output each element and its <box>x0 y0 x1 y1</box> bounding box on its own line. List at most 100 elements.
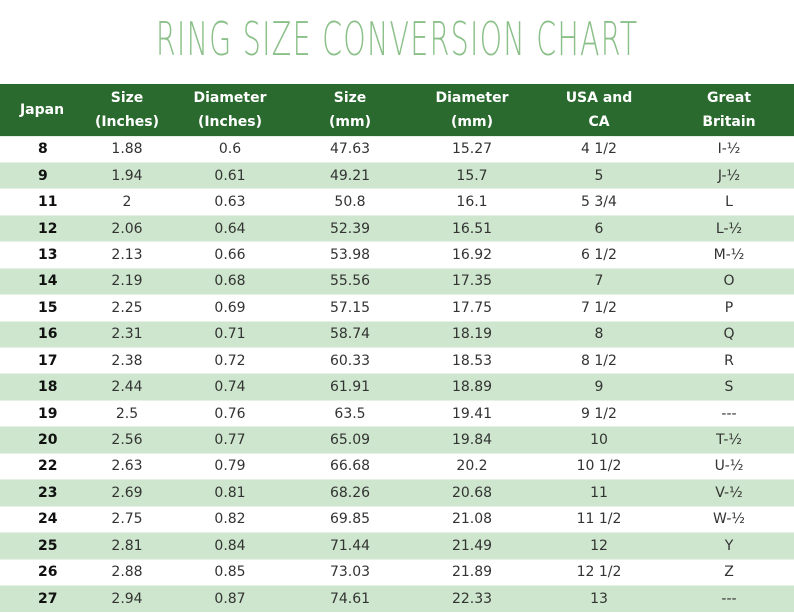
japan-size-cell: 15 <box>0 294 84 322</box>
header-row: Japan Size (Inches) Diameter (Inches) Size (mm… <box>0 84 794 136</box>
table-cell: 7 1/2 <box>534 294 664 322</box>
column-header-line1: Great <box>706 89 752 106</box>
table-cell: 2.81 <box>84 532 170 559</box>
japan-size-cell: 12 <box>0 214 84 242</box>
japan-size-cell: 22 <box>0 452 84 480</box>
column-header-line1: Size <box>110 89 144 106</box>
japan-size-cell: 25 <box>0 532 84 559</box>
table-cell: 73.03 <box>290 558 410 586</box>
table-row: 17 2.38 0.72 60.33 18.53 8 1/2 R <box>0 346 794 374</box>
table-cell: 2.06 <box>84 214 170 242</box>
table-cell: 2 <box>84 188 170 216</box>
table-cell: 47.63 <box>290 135 410 163</box>
column-header-line2: (mm) <box>451 113 493 130</box>
table-cell: 63.5 <box>290 399 410 427</box>
japan-size-cell: 26 <box>0 558 84 586</box>
table-cell: 21.49 <box>410 532 534 559</box>
japan-size-cell: 19 <box>0 399 84 427</box>
table-cell: 0.68 <box>170 267 290 295</box>
table-cell: 2.88 <box>84 558 170 586</box>
column-header-line2: Britain <box>702 113 756 130</box>
japan-size-cell: 11 <box>0 188 84 216</box>
table-row: 18 2.44 0.74 61.91 18.89 9 S <box>0 373 794 401</box>
table-cell: 0.63 <box>170 188 290 216</box>
table-cell: 2.75 <box>84 505 170 533</box>
table-cell: T-½ <box>664 426 794 454</box>
japan-size-cell: 20 <box>0 426 84 454</box>
table-row: 23 2.69 0.81 68.26 20.68 11 V-½ <box>0 479 794 507</box>
table-cell: 2.69 <box>84 479 170 507</box>
table-cell: P <box>664 294 794 322</box>
table-cell: 52.39 <box>290 214 410 242</box>
table-cell: 0.72 <box>170 346 290 374</box>
table-cell: 0.79 <box>170 452 290 480</box>
table-cell: W-½ <box>664 505 794 533</box>
table-cell: 18.53 <box>410 346 534 374</box>
table-row: 24 2.75 0.82 69.85 21.08 11 1/2 W-½ <box>0 505 794 533</box>
table-cell: 10 <box>534 426 664 454</box>
table-cell: 0.61 <box>170 161 290 189</box>
table-cell: 8 <box>534 320 664 348</box>
table-cell: 2.5 <box>84 399 170 427</box>
table-cell: 2.94 <box>84 584 170 612</box>
ring-size-table: Japan Size (Inches) Diameter (Inches) Size (mm… <box>0 84 794 612</box>
table-cell: M-½ <box>664 241 794 269</box>
table-row: 16 2.31 0.71 58.74 18.19 8 Q <box>0 320 794 348</box>
table-cell: R <box>664 346 794 374</box>
table-cell: 0.84 <box>170 532 290 559</box>
column-header-line2: (Inches) <box>197 113 263 130</box>
table-row: 8 1.88 0.6 47.63 15.27 4 1/2 I-½ <box>0 135 794 163</box>
table-cell: 0.69 <box>170 294 290 322</box>
column-header-line1: Diameter <box>193 89 267 106</box>
table-cell: L-½ <box>664 214 794 242</box>
table-row: 19 2.5 0.76 63.5 19.41 9 1/2 --- <box>0 399 794 427</box>
column-header: Size (Inches) <box>84 84 170 136</box>
table-cell: 71.44 <box>290 532 410 559</box>
table-cell: 58.74 <box>290 320 410 348</box>
table-cell: 0.74 <box>170 373 290 401</box>
table-cell: 66.68 <box>290 452 410 480</box>
column-header: Size (mm) <box>290 84 410 136</box>
table-cell: 1.88 <box>84 135 170 163</box>
table-row: 13 2.13 0.66 53.98 16.92 6 1/2 M-½ <box>0 241 794 269</box>
table-cell: 21.89 <box>410 558 534 586</box>
table-cell: 6 <box>534 214 664 242</box>
column-header-line2: (Inches) <box>94 113 160 130</box>
table-cell: 18.89 <box>410 373 534 401</box>
table-row: 15 2.25 0.69 57.15 17.75 7 1/2 P <box>0 294 794 322</box>
japan-size-cell: 8 <box>0 135 84 163</box>
japan-size-cell: 14 <box>0 267 84 295</box>
table-cell: --- <box>664 584 794 612</box>
table-cell: U-½ <box>664 452 794 480</box>
table-cell: J-½ <box>664 161 794 189</box>
table-cell: 55.56 <box>290 267 410 295</box>
japan-size-cell: 23 <box>0 479 84 507</box>
column-header-line1: Japan <box>19 101 65 118</box>
table-cell: 12 1/2 <box>534 558 664 586</box>
column-header-line1: Size <box>333 89 367 106</box>
table-cell: 2.19 <box>84 267 170 295</box>
column-header-line1: Diameter <box>435 89 509 106</box>
table-cell: 11 <box>534 479 664 507</box>
table-row: 12 2.06 0.64 52.39 16.51 6 L-½ <box>0 214 794 242</box>
column-header-line2: (mm) <box>329 113 371 130</box>
table-cell: 9 1/2 <box>534 399 664 427</box>
table-cell: 2.44 <box>84 373 170 401</box>
column-header: USA and CA <box>534 84 664 136</box>
table-cell: 53.98 <box>290 241 410 269</box>
table-header: Japan Size (Inches) Diameter (Inches) Size (mm… <box>0 84 794 136</box>
table-cell: 13 <box>534 584 664 612</box>
table-cell: 65.09 <box>290 426 410 454</box>
table-cell: 50.8 <box>290 188 410 216</box>
table-cell: 2.56 <box>84 426 170 454</box>
table-cell: 0.6 <box>170 135 290 163</box>
table-cell: O <box>664 267 794 295</box>
table-cell: 60.33 <box>290 346 410 374</box>
table-cell: 0.76 <box>170 399 290 427</box>
japan-size-cell: 27 <box>0 584 84 612</box>
table-cell: 10 1/2 <box>534 452 664 480</box>
table-cell: 4 1/2 <box>534 135 664 163</box>
table-cell: 19.84 <box>410 426 534 454</box>
table-cell: 0.81 <box>170 479 290 507</box>
table-cell: 5 3/4 <box>534 188 664 216</box>
